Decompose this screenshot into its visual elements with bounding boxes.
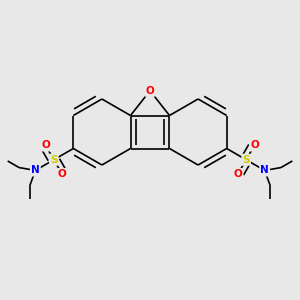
- Text: O: O: [250, 140, 259, 151]
- Text: N: N: [31, 165, 40, 176]
- Text: O: O: [41, 140, 50, 151]
- Text: S: S: [50, 155, 58, 165]
- Text: S: S: [242, 155, 250, 165]
- Text: O: O: [58, 169, 67, 179]
- Text: O: O: [146, 86, 154, 96]
- Text: O: O: [233, 169, 242, 179]
- Text: N: N: [260, 165, 269, 176]
